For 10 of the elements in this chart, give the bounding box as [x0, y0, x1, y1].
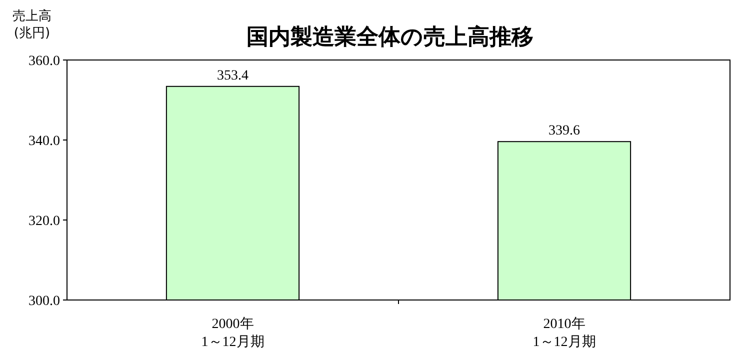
data-label: 353.4 [217, 68, 248, 84]
y-tick-label: 320.0 [28, 214, 60, 229]
data-label: 339.6 [548, 124, 580, 139]
y-axis-title: 売上高 (兆円) [12, 8, 52, 41]
y-tick-label: 300.0 [28, 294, 60, 309]
y-tick-label: 360.0 [28, 54, 60, 69]
x-tick-label: 2000年 1～12月期 [201, 316, 264, 350]
chart-title: 国内製造業全体の売上高推移 [246, 24, 534, 50]
x-tick-label: 2010年 1～12月期 [532, 316, 596, 350]
y-tick-label: 340.0 [28, 134, 60, 149]
